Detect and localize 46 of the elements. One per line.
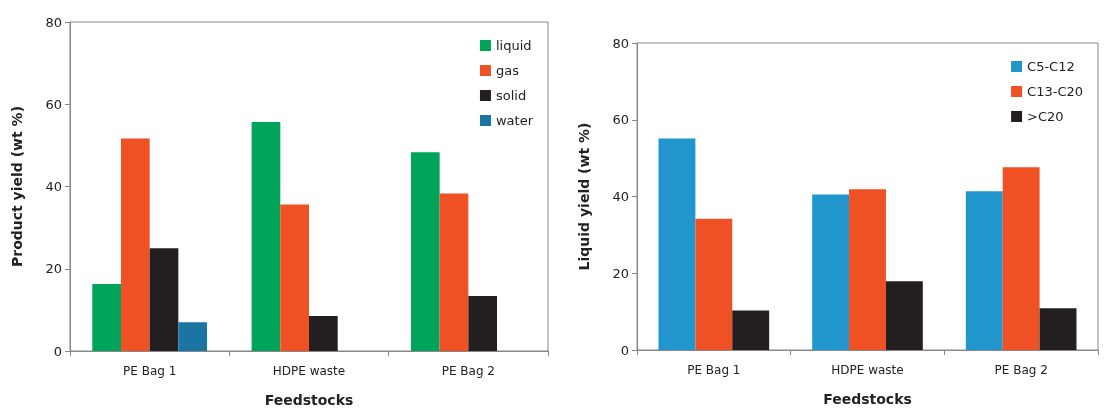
legend-label: C5-C12 xyxy=(1027,59,1075,74)
y-tick-label: 20 xyxy=(612,265,629,281)
legend-label: solid xyxy=(495,88,527,103)
bar xyxy=(885,281,923,350)
bar xyxy=(309,316,338,351)
y-axis-title: Product yield (wt %) xyxy=(9,105,25,268)
legend-label: >C20 xyxy=(1027,109,1064,124)
bar xyxy=(178,322,208,351)
bar xyxy=(1002,167,1040,350)
x-tick-label: HDPE waste xyxy=(272,364,346,378)
bar xyxy=(410,152,440,351)
y-axis-title: Liquid yield (wt %) xyxy=(576,122,592,271)
y-tick-label: 0 xyxy=(53,343,62,359)
bar xyxy=(1039,308,1077,350)
x-tick-label: PE Bag 1 xyxy=(123,364,177,378)
bar xyxy=(468,295,498,351)
x-axis-title: Feedstocks xyxy=(264,392,354,408)
y-tick-label: 0 xyxy=(620,342,629,358)
x-tick-label: PE Bag 2 xyxy=(441,364,495,378)
legend-label: water xyxy=(495,113,534,128)
bar xyxy=(658,138,696,350)
bar xyxy=(251,121,281,351)
y-tick-label: 60 xyxy=(45,96,62,112)
x-tick-label: PE Bag 1 xyxy=(687,363,741,377)
bar xyxy=(732,310,770,350)
legend-label: liquid xyxy=(495,38,532,53)
bar xyxy=(849,189,886,350)
x-axis-title: Feedstocks xyxy=(823,391,912,407)
bar xyxy=(280,204,309,351)
y-tick-label: 80 xyxy=(612,35,629,51)
y-tick-label: 20 xyxy=(45,261,62,277)
y-tick-label: 60 xyxy=(612,112,629,128)
legend-label: C13-C20 xyxy=(1027,84,1084,99)
bar xyxy=(695,218,733,350)
bar xyxy=(120,138,150,351)
bar xyxy=(149,248,179,351)
bar xyxy=(812,194,850,350)
x-tick-label: PE Bag 2 xyxy=(994,363,1048,377)
bar xyxy=(439,193,469,351)
bar xyxy=(92,283,121,351)
y-tick-label: 40 xyxy=(45,179,62,194)
x-tick-label: HDPE waste xyxy=(831,363,904,377)
bar xyxy=(965,191,1003,350)
y-tick-label: 80 xyxy=(45,14,62,30)
y-tick-label: 40 xyxy=(612,189,629,204)
legend-label: gas xyxy=(495,63,520,78)
